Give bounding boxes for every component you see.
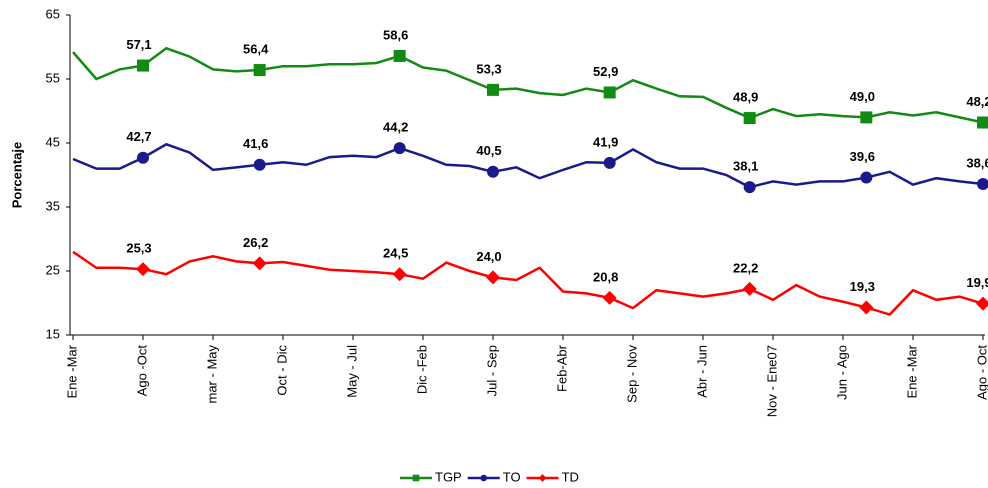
- x-tick-label: Oct - Dic: [274, 345, 289, 396]
- marker: [487, 165, 499, 178]
- series-line: [72, 250, 984, 316]
- x-tick-label: Ene -Mar: [64, 344, 79, 398]
- marker: [253, 158, 266, 171]
- marker: [603, 156, 616, 169]
- data-label: 53,3: [476, 61, 501, 76]
- data-label: 19,9: [966, 275, 988, 290]
- data-label: 41,6: [243, 136, 268, 151]
- data-label: 22,2: [733, 260, 758, 275]
- x-tick-label: Jul - Sep: [484, 345, 499, 396]
- series-line: [72, 142, 984, 189]
- marker: [860, 171, 873, 184]
- marker: [253, 64, 266, 77]
- marker: [977, 116, 988, 129]
- data-label: 49,0: [850, 89, 875, 104]
- y-tick-label: 15: [46, 326, 60, 341]
- y-tick-label: 25: [46, 262, 60, 277]
- data-label: 42,7: [126, 129, 151, 144]
- x-tick-label: May - Jul: [344, 345, 359, 398]
- marker: [859, 300, 874, 315]
- data-label: 40,5: [476, 143, 501, 158]
- x-tick-label: Ago - Oct: [974, 345, 988, 400]
- y-tick-label: 35: [46, 198, 60, 213]
- marker: [486, 270, 500, 285]
- data-label: 41,9: [593, 134, 618, 149]
- marker: [393, 142, 406, 155]
- y-axis-label: Porcentaje: [9, 142, 24, 208]
- data-label: 24,0: [476, 249, 501, 264]
- x-tick-label: Sep - Nov: [624, 345, 639, 403]
- marker: [743, 112, 756, 125]
- marker: [393, 49, 406, 62]
- y-tick-label: 65: [46, 6, 60, 21]
- data-label: 20,8: [593, 269, 618, 284]
- data-label: 52,9: [593, 64, 618, 79]
- marker: [976, 296, 988, 311]
- marker: [137, 151, 149, 164]
- marker: [252, 256, 267, 271]
- marker: [603, 86, 616, 99]
- data-label: 57,1: [126, 37, 151, 52]
- data-label: 25,3: [126, 241, 151, 256]
- marker: [538, 474, 547, 482]
- x-tick-label: Ene -Mar: [904, 344, 919, 398]
- data-label: 48,9: [733, 89, 758, 104]
- marker: [136, 262, 150, 277]
- x-tick-label: Jun - Ago: [834, 345, 849, 400]
- data-label: 38,1: [733, 159, 758, 174]
- data-label: 48,2: [966, 94, 988, 109]
- y-tick-label: 45: [46, 134, 60, 149]
- data-label: 19,3: [850, 279, 875, 294]
- x-tick-label: Abr - Jun: [694, 345, 709, 398]
- series-line: [72, 46, 984, 124]
- marker: [743, 181, 756, 194]
- marker: [977, 177, 988, 190]
- marker: [137, 59, 149, 72]
- data-label: 39,6: [850, 149, 875, 164]
- legend-label: TO: [503, 469, 521, 484]
- marker: [392, 267, 407, 282]
- data-label: 26,2: [243, 235, 268, 250]
- legend-label: TD: [562, 469, 579, 484]
- legend-label: TGP: [435, 469, 462, 484]
- x-tick-label: Feb-Abr: [554, 344, 569, 392]
- x-tick-label: Ago -Oct: [134, 345, 149, 397]
- marker: [487, 83, 499, 96]
- x-tick-label: Nov - Ene07: [764, 345, 779, 417]
- data-label: 38,6: [966, 155, 988, 170]
- data-label: 44,2: [383, 120, 408, 135]
- x-tick-label: mar - May: [204, 345, 219, 404]
- data-label: 58,6: [383, 27, 408, 42]
- marker: [480, 474, 488, 482]
- marker: [602, 290, 617, 305]
- data-label: 24,5: [383, 246, 408, 261]
- data-label: 56,4: [243, 41, 269, 56]
- marker: [742, 281, 757, 296]
- marker: [860, 111, 873, 124]
- x-tick-label: Dic -Feb: [414, 345, 429, 394]
- y-tick-label: 55: [46, 70, 60, 85]
- marker: [412, 474, 420, 482]
